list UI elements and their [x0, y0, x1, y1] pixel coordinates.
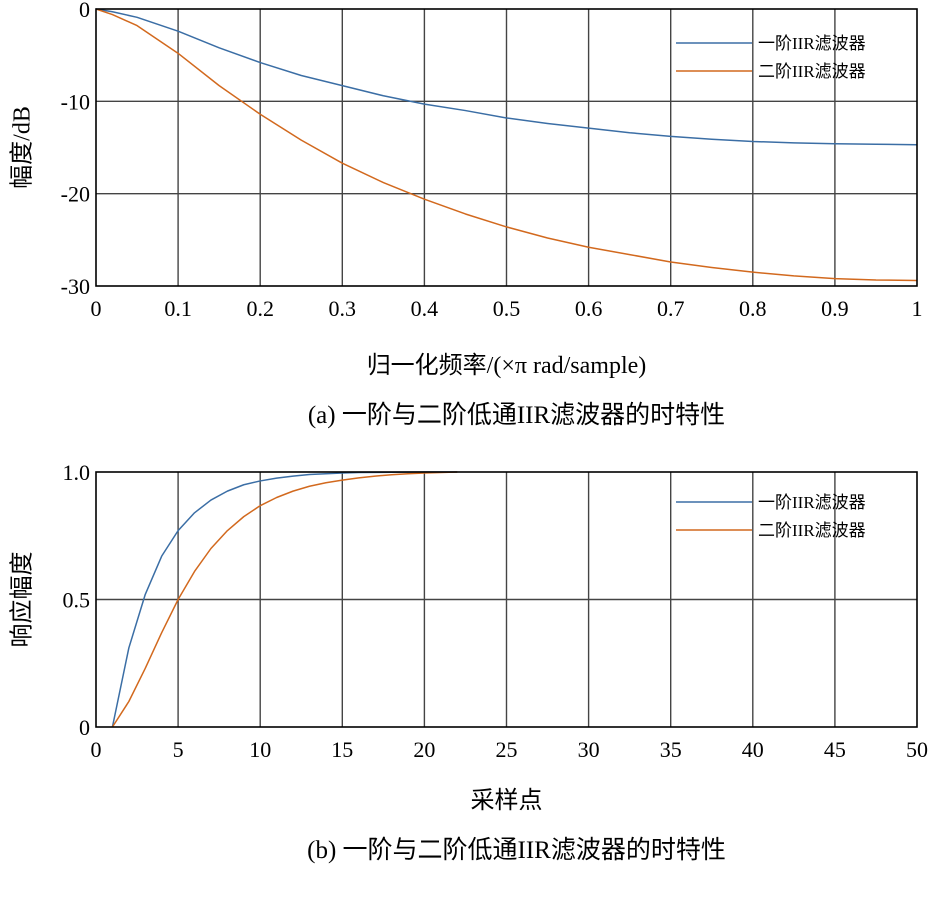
x-axis-title: 归一化频率/(×π rad/sample) — [367, 352, 647, 379]
y-tick-label: -30 — [61, 274, 90, 299]
chart-caption: (a) 一阶与二阶低通IIR滤波器的时特性 — [308, 401, 725, 429]
x-tick-label: 45 — [824, 737, 846, 762]
x-tick-label: 0 — [91, 296, 102, 321]
y-axis-title: 响应幅度 — [9, 552, 36, 648]
x-tick-label: 0.7 — [657, 296, 685, 321]
x-tick-label: 0.5 — [493, 296, 521, 321]
legend-label-1: 一阶IIR滤波器 — [758, 493, 866, 512]
series-line-1 — [95, 8, 918, 146]
chart-b-step-response: 0 5 10 15 20 25 30 35 40 45 50 0 0.5 1.0 采样点 响应幅度 (b) 一阶… — [9, 460, 929, 864]
x-tick-label: 40 — [742, 737, 764, 762]
x-tick-label: 0.3 — [329, 296, 357, 321]
x-tick-label: 15 — [331, 737, 353, 762]
chart-caption: (b) 一阶与二阶低通IIR滤波器的时特性 — [307, 836, 726, 864]
y-tick-label: -20 — [61, 182, 90, 207]
legend-label-2: 二阶IIR滤波器 — [758, 62, 866, 81]
chart-a-magnitude-response: 0 0.1 0.2 0.3 0.4 0.5 0.6 0.7 0.8 0.9 1 0 -10 -20 -30 归… — [9, 0, 923, 429]
x-tick-label: 25 — [496, 737, 518, 762]
plot-frame — [95, 471, 918, 728]
x-tick-label: 0.2 — [246, 296, 274, 321]
y-tick-label: -10 — [61, 89, 90, 114]
y-tick-label: 0 — [79, 0, 90, 22]
x-tick-label: 0.4 — [411, 296, 439, 321]
x-tick-label: 0.8 — [739, 296, 767, 321]
x-tick-label: 1 — [912, 296, 923, 321]
plot-frame — [95, 8, 918, 287]
x-tick-label: 5 — [173, 737, 184, 762]
legend-label-2: 二阶IIR滤波器 — [758, 521, 866, 540]
y-tick-label: 0.5 — [63, 588, 91, 613]
x-tick-label: 0.1 — [164, 296, 192, 321]
x-tick-label: 0.9 — [821, 296, 849, 321]
y-axis-title: 幅度/dB — [9, 106, 36, 189]
x-tick-label: 0.6 — [575, 296, 603, 321]
x-axis-title: 采样点 — [471, 787, 543, 814]
y-tick-label: 0 — [79, 715, 90, 740]
x-tick-label: 10 — [249, 737, 271, 762]
x-tick-label: 35 — [660, 737, 682, 762]
legend-label-1: 一阶IIR滤波器 — [758, 34, 866, 53]
x-tick-label: 50 — [906, 737, 928, 762]
x-tick-label: 0 — [91, 737, 102, 762]
x-tick-label: 30 — [578, 737, 600, 762]
series-line-2 — [111, 471, 458, 728]
x-tick-label: 20 — [413, 737, 435, 762]
series-line-2 — [95, 8, 918, 282]
y-tick-label: 1.0 — [63, 460, 91, 485]
